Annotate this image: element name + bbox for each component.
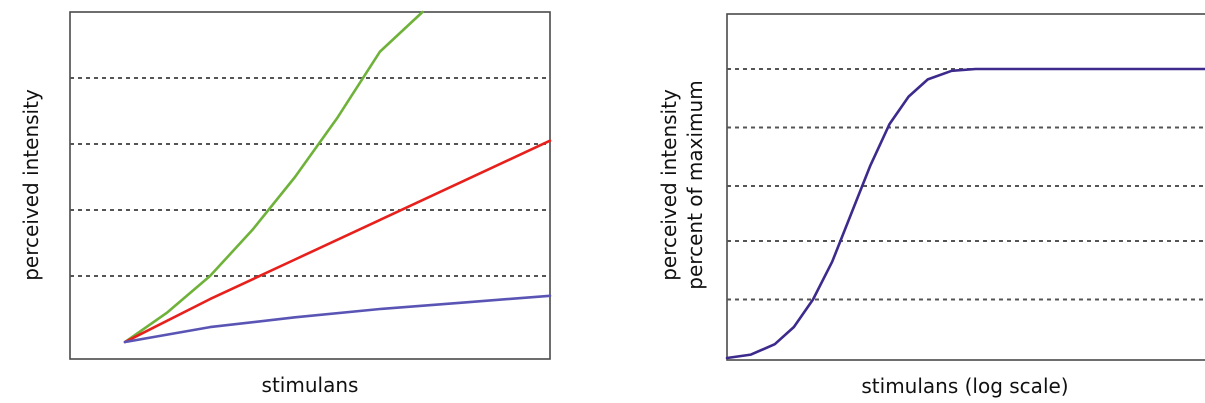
linear-chart-series-line-1 xyxy=(123,10,424,344)
linear-chart-series-line-2 xyxy=(123,139,552,344)
linear-chart-gridlines xyxy=(70,77,550,277)
log-scale-chart-y-axis-label-line-2: percent of maximum xyxy=(683,80,707,289)
linear-chart-y-axis-label: perceived intensity xyxy=(19,89,43,281)
log-scale-chart-y-axis-label-line-1: perceived intensity xyxy=(657,89,681,281)
log-scale-chart-series xyxy=(725,67,1205,360)
linear-chart-series-line-3 xyxy=(123,294,552,344)
log-scale-chart-series-line-1 xyxy=(725,67,1205,360)
log-scale-chart-plot-area xyxy=(726,13,1205,361)
linear-chart-plot-area xyxy=(69,11,551,360)
linear-chart: stimulans perceived intensity xyxy=(19,10,552,397)
log-scale-chart: stimulans (log scale) perceived intensit… xyxy=(657,13,1205,398)
linear-chart-series xyxy=(123,10,552,344)
log-scale-chart-x-axis-label: stimulans (log scale) xyxy=(861,374,1068,398)
linear-chart-x-axis-label: stimulans xyxy=(262,373,359,397)
